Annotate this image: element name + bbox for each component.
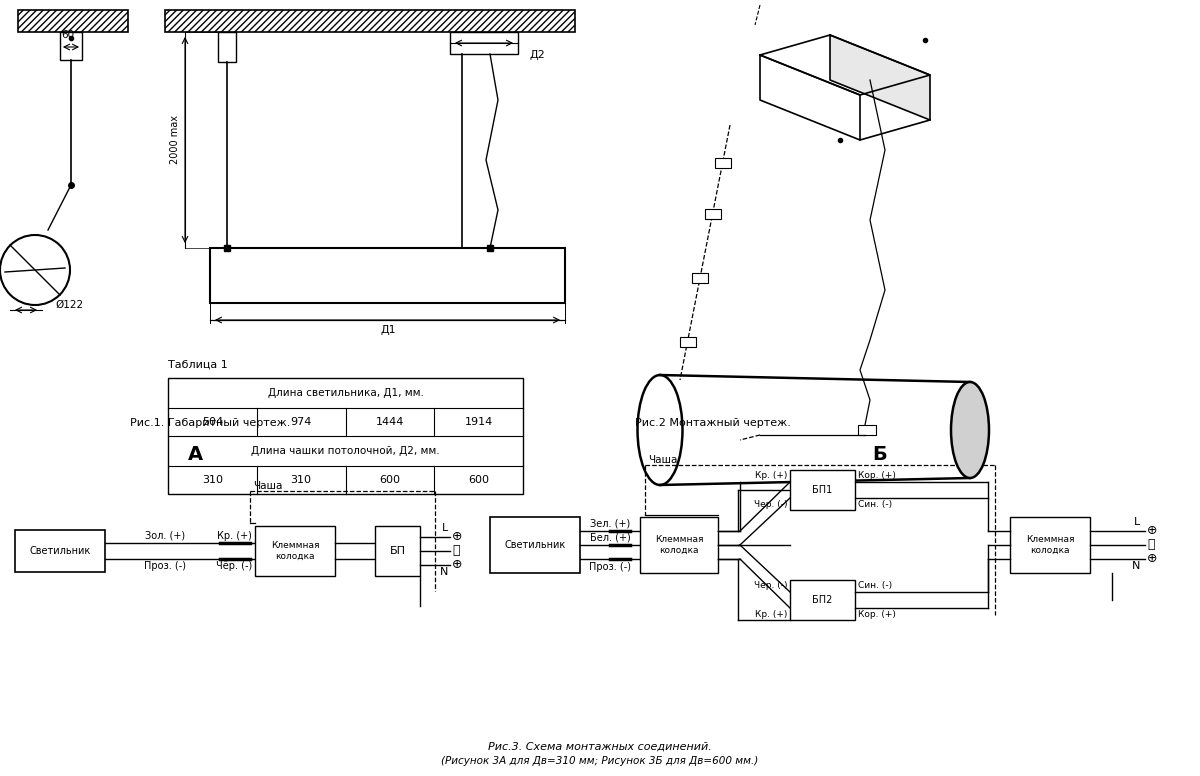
Polygon shape — [830, 35, 930, 120]
Text: Рис.2 Монтажный чертеж.: Рис.2 Монтажный чертеж. — [635, 418, 791, 428]
Text: Клеммная
колодка: Клеммная колодка — [271, 542, 319, 561]
Text: Светильник: Светильник — [29, 546, 91, 556]
Text: Длина светильника, Д1, мм.: Длина светильника, Д1, мм. — [268, 388, 424, 398]
Text: БП2: БП2 — [812, 595, 833, 605]
Text: ⊕: ⊕ — [1147, 553, 1158, 566]
Bar — [858, 425, 876, 435]
Bar — [450, 32, 518, 54]
Polygon shape — [760, 35, 930, 95]
Text: 974: 974 — [290, 417, 312, 427]
Text: Клеммная
колодка: Клеммная колодка — [655, 535, 703, 555]
Text: Чер. (-): Чер. (-) — [754, 581, 787, 590]
Text: 504: 504 — [202, 417, 223, 427]
Text: Син. (-): Син. (-) — [858, 581, 892, 590]
Text: Чер. (-): Чер. (-) — [754, 500, 787, 509]
Text: Ø122: Ø122 — [55, 300, 83, 310]
Text: 310: 310 — [202, 475, 223, 485]
Text: Чаша: Чаша — [648, 455, 677, 465]
Bar — [374, 526, 420, 576]
Text: Светильник: Светильник — [504, 540, 565, 550]
Bar — [18, 10, 128, 32]
Text: Кор. (+): Кор. (+) — [858, 610, 896, 619]
Bar — [679, 337, 696, 347]
Text: 310: 310 — [290, 475, 312, 485]
Text: Зел. (+): Зел. (+) — [590, 518, 630, 528]
Polygon shape — [760, 55, 860, 140]
Text: Чаша: Чаша — [253, 481, 282, 491]
Bar — [14, 530, 106, 572]
Bar — [1010, 517, 1090, 573]
Bar — [790, 470, 854, 510]
Bar — [60, 32, 82, 60]
Text: Бел. (+): Бел. (+) — [589, 532, 630, 542]
Text: БП: БП — [390, 546, 406, 556]
Text: 2000 max: 2000 max — [170, 116, 180, 165]
Bar — [714, 158, 731, 168]
Text: Длина чашки потолочной, Д2, мм.: Длина чашки потолочной, Д2, мм. — [251, 446, 440, 456]
Text: L: L — [442, 523, 448, 533]
Text: 600: 600 — [468, 475, 490, 485]
Text: 600: 600 — [379, 475, 401, 485]
Text: Син. (-): Син. (-) — [858, 500, 892, 509]
Text: Клеммная
колодка: Клеммная колодка — [1026, 535, 1074, 555]
Bar — [640, 517, 718, 573]
Bar — [790, 580, 854, 620]
Text: Рис.3. Схема монтажных соединений.: Рис.3. Схема монтажных соединений. — [488, 742, 712, 752]
Bar — [168, 378, 523, 494]
Text: 1914: 1914 — [464, 417, 493, 427]
Text: Кр. (+): Кр. (+) — [755, 471, 787, 480]
Bar — [218, 32, 236, 62]
Text: Таблица 1: Таблица 1 — [168, 360, 228, 370]
Text: Б: Б — [872, 445, 887, 464]
Text: Чёр. (-): Чёр. (-) — [216, 561, 252, 571]
Bar — [704, 210, 720, 220]
Text: Д1: Д1 — [380, 325, 396, 335]
Bar — [210, 248, 565, 303]
Text: 60: 60 — [61, 30, 74, 40]
Bar — [166, 10, 575, 32]
Text: БП1: БП1 — [812, 485, 833, 495]
Text: (Рисунок 3А для Дв=310 мм; Рисунок 3Б для Дв=600 мм.): (Рисунок 3А для Дв=310 мм; Рисунок 3Б дл… — [442, 756, 758, 766]
Text: А: А — [187, 445, 203, 464]
Text: Кор. (+): Кор. (+) — [858, 471, 896, 480]
Text: Зол. (+): Зол. (+) — [145, 531, 185, 541]
Text: ⏚: ⏚ — [452, 545, 460, 557]
Text: Проз. (-): Проз. (-) — [589, 562, 631, 572]
Ellipse shape — [952, 382, 989, 478]
Bar — [490, 517, 580, 573]
Text: N: N — [1132, 561, 1140, 571]
Text: L: L — [1134, 517, 1140, 527]
Text: Кр. (+): Кр. (+) — [217, 531, 252, 541]
Text: ⊕: ⊕ — [1147, 525, 1158, 538]
Text: 1444: 1444 — [376, 417, 404, 427]
Text: Рис.1. Габаритный чертеж.: Рис.1. Габаритный чертеж. — [130, 418, 290, 428]
Bar — [692, 273, 708, 283]
Text: ⏚: ⏚ — [1147, 539, 1154, 552]
Text: Д2: Д2 — [530, 50, 546, 60]
Text: Проз. (-): Проз. (-) — [144, 561, 186, 571]
Text: Кр. (+): Кр. (+) — [755, 610, 787, 619]
Text: ⊕: ⊕ — [452, 531, 462, 543]
Bar — [256, 526, 335, 576]
Text: N: N — [439, 567, 448, 577]
Text: ⊕: ⊕ — [452, 559, 462, 571]
